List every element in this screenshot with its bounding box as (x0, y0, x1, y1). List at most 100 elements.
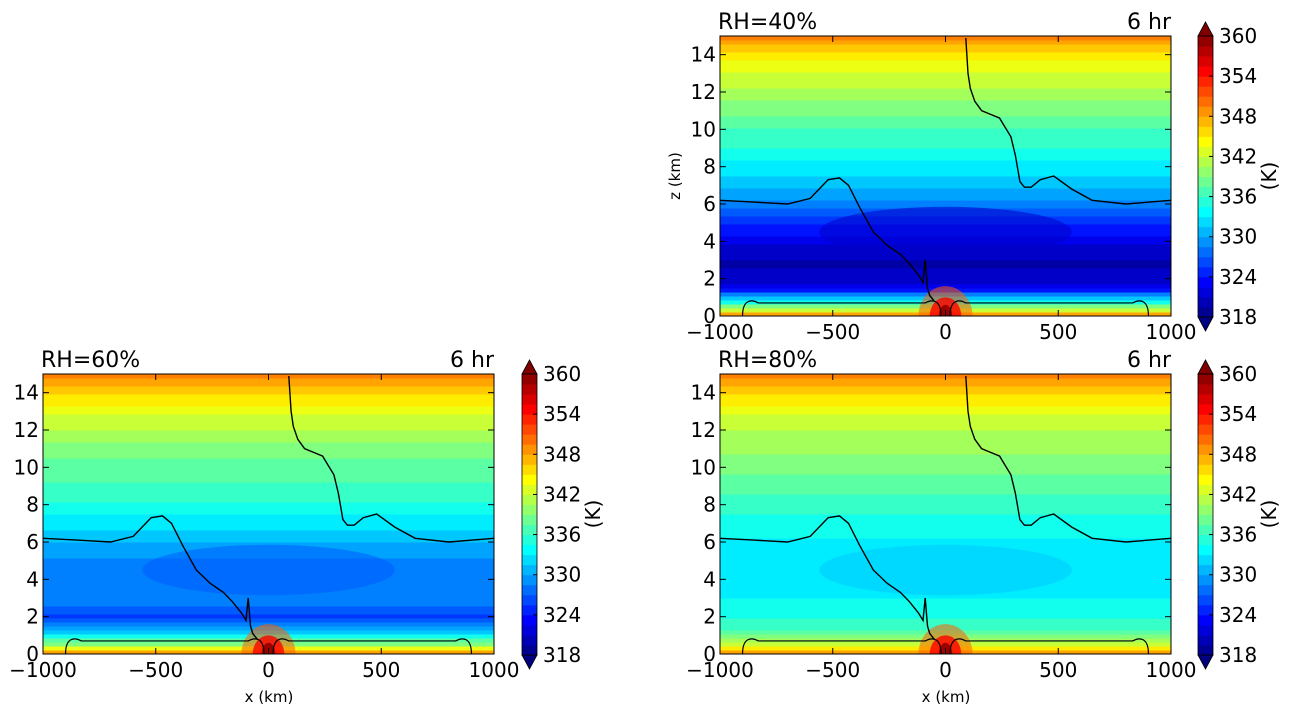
theta-band (720, 481, 1171, 487)
colorbar-label: (K) (581, 500, 605, 529)
central-anomaly (819, 206, 1072, 258)
theta-band (43, 401, 494, 407)
colorbar-segment (1198, 216, 1213, 228)
panel-title-left: RH=80% (718, 348, 817, 373)
colorbar-tick-label: 318 (543, 643, 581, 667)
x-tick-label: 1000 (469, 658, 520, 682)
theta-band (43, 617, 494, 623)
y-tick-label: 8 (26, 493, 39, 517)
x-tick-label: 500 (362, 658, 400, 682)
contour-line (64, 638, 265, 654)
colorbar-segment (522, 394, 537, 405)
theta-band (43, 381, 494, 387)
theta-band (43, 477, 494, 483)
colorbar-segment (1198, 226, 1213, 238)
theta-band (720, 63, 1171, 69)
theta-band (720, 597, 1171, 603)
theta-band (720, 421, 1171, 427)
colorbar-segment (1198, 136, 1213, 147)
theta-band (720, 87, 1171, 93)
colorbar-segment (1198, 146, 1213, 157)
theta-band (720, 393, 1171, 399)
colorbar-segment (522, 484, 537, 495)
panel-rh40: RH=40% 6 hr z (km) (K) −1000 −500 0 500 1000… (666, 10, 1281, 344)
colorbar-segment (1198, 424, 1213, 435)
theta-band (720, 59, 1171, 65)
theta-band (720, 271, 1171, 277)
colorbar-segment (1198, 604, 1213, 616)
theta-band (720, 51, 1171, 57)
x-tick-label: 0 (939, 658, 952, 682)
theta-band (720, 67, 1171, 73)
colorbar-segment (1198, 236, 1213, 248)
colorbar-segment (1198, 564, 1213, 576)
colorbar-segment (522, 494, 537, 505)
panel-rh80: RH=80% 6 hr x (km) (K) −1000 −500 0 500 1000… (686, 348, 1281, 706)
theta-band (43, 621, 494, 627)
theta-band (720, 449, 1171, 455)
theta-band (720, 425, 1171, 431)
y-tick-label: 10 (14, 455, 39, 479)
theta-band (720, 465, 1171, 471)
colorbar-tick-label: 342 (543, 482, 581, 506)
theta-band (43, 533, 494, 539)
theta-band (43, 501, 494, 507)
colorbar-segment (522, 384, 537, 395)
theta-band (43, 537, 494, 543)
theta-band (43, 385, 494, 391)
colorbar-tick-label: 324 (1219, 265, 1257, 289)
colorbar-segment (522, 434, 537, 445)
y-tick-label: 0 (703, 304, 716, 328)
theta-band (720, 529, 1171, 535)
theta-band (43, 609, 494, 615)
colorbar-tick-label: 348 (543, 442, 581, 466)
contour-line (949, 638, 1150, 654)
colorbar-segment (522, 514, 537, 526)
theta-band (720, 461, 1171, 467)
theta-band (720, 473, 1171, 479)
y-tick-label: 0 (703, 642, 716, 666)
colorbar-segment (1198, 106, 1213, 117)
colorbar-segment (1198, 434, 1213, 445)
theta-band (43, 517, 494, 523)
theta-band (720, 409, 1171, 415)
colorbar-frame (1197, 35, 1214, 318)
y-tick-label: 4 (703, 567, 716, 591)
colorbar-tick-label: 360 (543, 362, 581, 386)
theta-band (720, 513, 1171, 519)
colorbar-extend-max (1197, 21, 1214, 37)
x-tick-label: 1000 (1146, 658, 1197, 682)
theta-band (43, 453, 494, 459)
theta-band (43, 529, 494, 535)
contour-line (720, 515, 935, 640)
colorbar-tick-label: 330 (1219, 563, 1257, 587)
theta-band (720, 43, 1171, 49)
colorbar-segment (1198, 634, 1213, 646)
theta-band (720, 175, 1171, 181)
theta-band (720, 621, 1171, 627)
y-tick-label: 6 (703, 192, 716, 216)
theta-band (720, 171, 1171, 177)
theta-band (43, 489, 494, 495)
theta-band (720, 501, 1171, 507)
panel-title-left: RH=60% (41, 348, 140, 373)
theta-band (720, 71, 1171, 77)
theta-band (43, 493, 494, 499)
theta-band (720, 263, 1171, 269)
theta-band (43, 409, 494, 415)
contour-line (741, 638, 942, 654)
theta-band (720, 485, 1171, 491)
colorbar-segment (1198, 374, 1213, 385)
colorbar-segment (522, 644, 537, 656)
colorbar-segment (522, 474, 537, 485)
theta-band (43, 473, 494, 479)
theta-field (43, 374, 494, 654)
x-tick-label: 500 (1039, 658, 1077, 682)
colorbar-segment (522, 604, 537, 616)
theta-band (720, 203, 1171, 209)
colorbar-segment (522, 504, 537, 515)
theta-band (720, 131, 1171, 137)
theta-band (43, 417, 494, 423)
colorbar-tick-label: 324 (1219, 603, 1257, 627)
theta-band (43, 413, 494, 419)
